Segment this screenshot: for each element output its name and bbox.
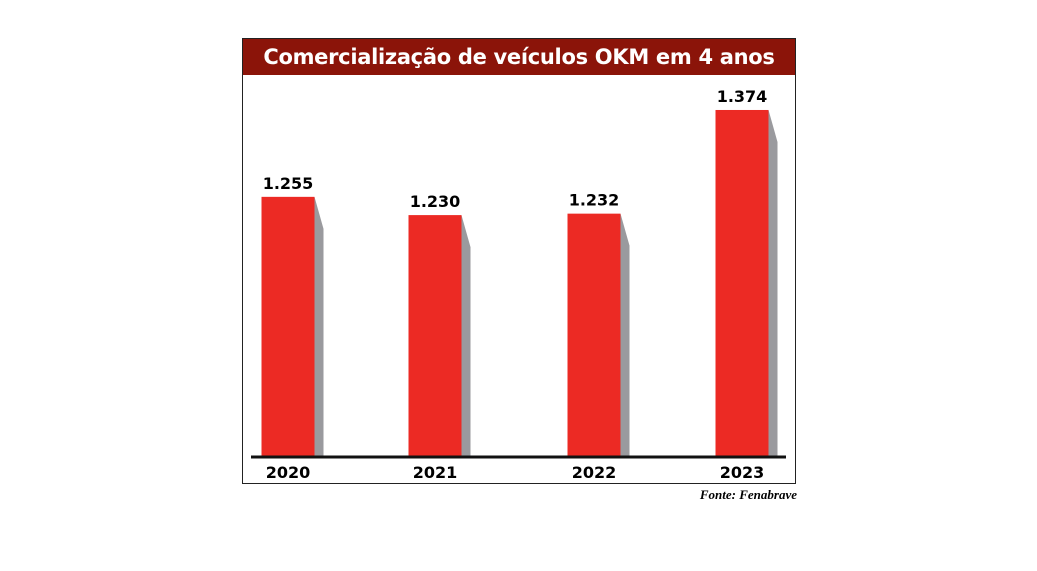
bar-2020	[261, 196, 315, 456]
bar-chart: 1.255 2020 1.230 2021 1.232 2022 1.374 2023	[251, 87, 786, 482]
value-label: 1.232	[569, 191, 620, 210]
bar-2021	[408, 215, 462, 456]
bar-shadow	[768, 109, 778, 456]
bar-shadow	[461, 215, 471, 456]
x-tick-label: 2023	[720, 463, 765, 482]
value-label: 1.255	[263, 174, 314, 193]
bar-shadow	[620, 213, 630, 456]
value-label: 1.230	[410, 192, 461, 211]
x-tick-label: 2020	[266, 463, 311, 482]
bar-2022	[567, 213, 621, 456]
bar-2023	[715, 109, 769, 456]
bar-shadow	[314, 196, 324, 456]
chart-frame: Comercialização de veículos OKM em 4 ano…	[242, 38, 796, 484]
x-tick-label: 2021	[413, 463, 458, 482]
chart-title: Comercialização de veículos OKM em 4 ano…	[243, 39, 795, 75]
x-tick-label: 2022	[572, 463, 617, 482]
value-label: 1.374	[717, 87, 768, 106]
chart-source: Fonte: Fenabrave	[699, 487, 797, 502]
